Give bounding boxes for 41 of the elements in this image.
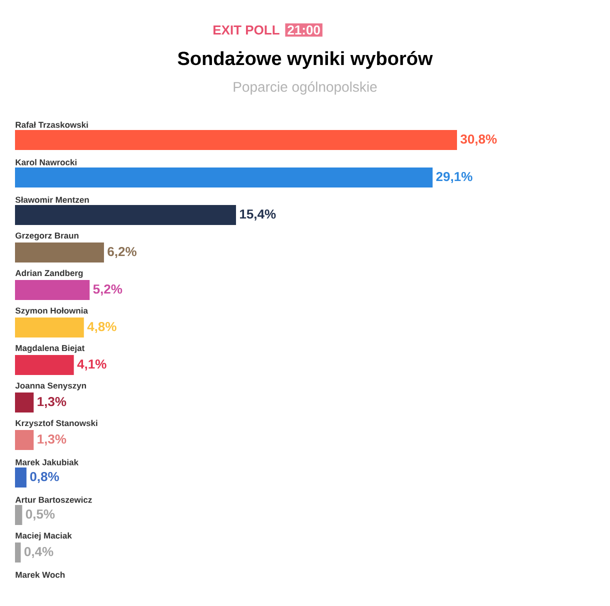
chart-title: Sondażowe wyniki wyborów: [178, 51, 433, 69]
bar: [15, 355, 74, 376]
data-label: 4,8%: [87, 322, 116, 334]
y-tick-label: Karol Nawrocki: [16, 159, 76, 166]
y-tick-label: Marek Jakubiak: [16, 459, 79, 466]
y-tick-label: Rafał Trzaskowski: [16, 122, 88, 128]
bar: [15, 392, 34, 413]
data-label: 4,1%: [77, 359, 106, 371]
data-label: 6,2%: [108, 246, 136, 258]
bar: [15, 430, 34, 450]
data-label: 29,1%: [436, 172, 472, 184]
data-label: 1,3%: [38, 434, 66, 446]
data-label: 15,4%: [240, 209, 276, 221]
bar: [15, 505, 22, 526]
y-tick-label: Artur Bartoszewicz: [15, 496, 92, 503]
y-tick-label: Adrian Zandberg: [15, 270, 83, 278]
data-label: 30,8%: [460, 134, 497, 146]
data-label: 5,2%: [93, 284, 122, 296]
y-tick-label: Joanna Senyszyn: [15, 382, 86, 390]
y-tick-label: Magdalena Biejat: [16, 344, 85, 353]
data-label: 0,4%: [24, 546, 54, 558]
bar: [15, 242, 104, 263]
bar: [15, 468, 26, 488]
bar: [15, 205, 236, 226]
text: 21:00: [288, 25, 320, 35]
data-label: 1,3%: [38, 396, 66, 408]
bar: [15, 168, 433, 188]
y-tick-label: Maciej Maciak: [16, 532, 72, 540]
y-tick-label: Krzysztof Stanowski: [16, 420, 98, 428]
chart-subtitle: Poparcie ogólnopolskie: [234, 81, 377, 95]
bar: [15, 130, 458, 150]
text: EXIT POLL: [214, 25, 280, 35]
y-tick-label: Sławomir Mentzen: [15, 196, 89, 203]
bar: [15, 318, 84, 338]
bar: [15, 542, 21, 563]
y-tick-label: Szymon Hołownia: [15, 307, 88, 316]
y-tick-label: Marek Woch: [16, 572, 65, 578]
bar: [15, 280, 90, 300]
data-label: 0,8%: [30, 472, 59, 484]
data-label: 0,5%: [26, 509, 55, 521]
y-tick-label: Grzegorz Braun: [16, 232, 78, 240]
